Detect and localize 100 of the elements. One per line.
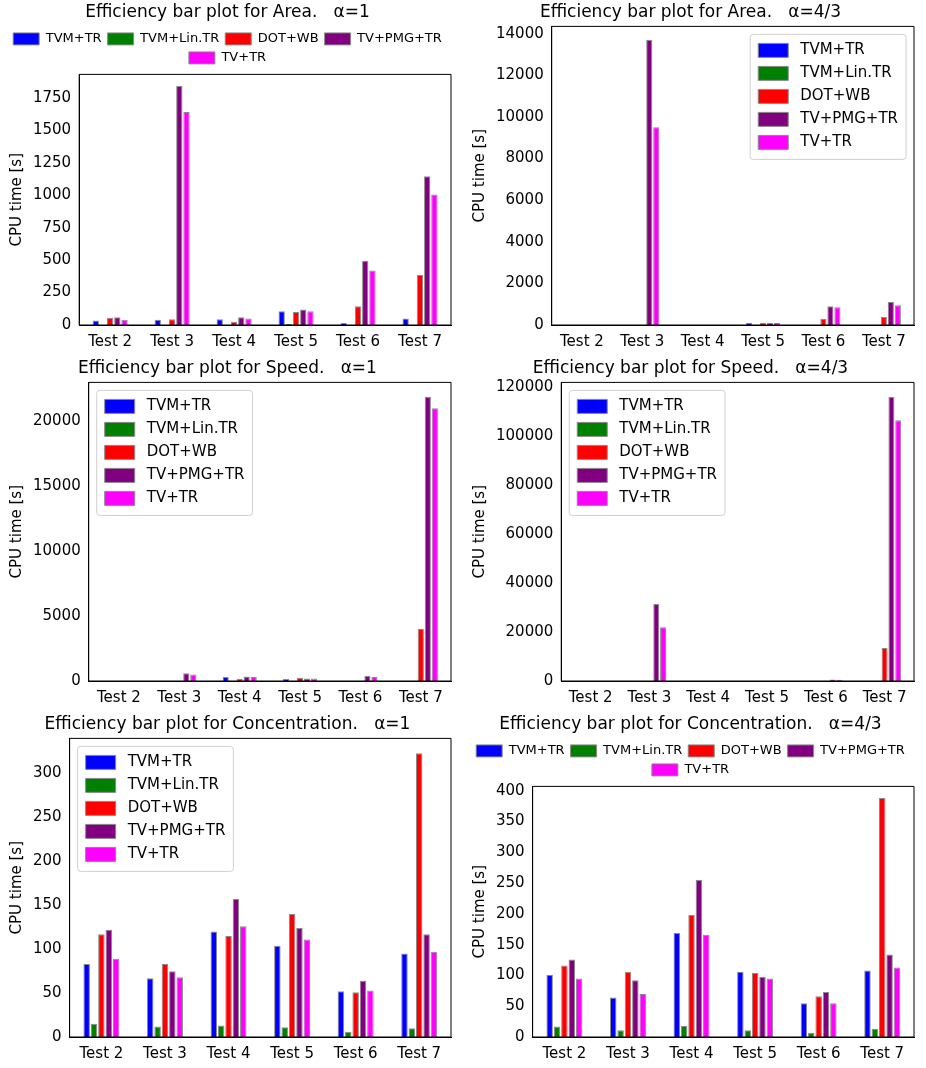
- x-tick-label: Test 5: [740, 331, 785, 350]
- x-tick-label: Test 6: [337, 687, 383, 706]
- legend-label: TVM+Lin.TR: [126, 775, 219, 794]
- legend-label: DOT+WB: [800, 86, 871, 105]
- y-tick-label: 0: [52, 1026, 62, 1045]
- y-axis-title: CPU time [s]: [6, 840, 25, 935]
- chart-title: Efficiency bar plot for Area. α=4/3: [539, 0, 842, 21]
- x-tick-label: Test 5: [732, 1043, 778, 1062]
- y-tick-label: 5000: [42, 605, 81, 624]
- x-tick-label: Test 2: [78, 1043, 124, 1062]
- x-tick-label: Test 4: [668, 1043, 714, 1062]
- x-tick-label: Test 7: [861, 687, 907, 706]
- x-tick-label: Test 5: [269, 1043, 315, 1062]
- chart-title: Efficiency bar plot for Concentration. α=1: [44, 712, 411, 733]
- y-tick-label: 350: [495, 811, 525, 830]
- x-tick-label: Test 3: [142, 1043, 187, 1062]
- legend-label: TVM+TR: [44, 30, 102, 46]
- y-axis-title: CPU time [s]: [469, 864, 488, 959]
- legend-label: DOT+WB: [720, 742, 782, 758]
- y-tick-label: 250: [32, 807, 62, 826]
- legend-label: TV+TR: [126, 844, 180, 863]
- y-tick-label: 15000: [33, 476, 81, 495]
- legend-label: TVM+TR: [145, 396, 212, 415]
- legend-label: TVM+Lin.TR: [618, 419, 711, 438]
- x-tick-label: Test 5: [273, 331, 318, 350]
- x-tick-label: Test 6: [800, 331, 846, 350]
- y-tick-label: 2000: [505, 273, 544, 292]
- x-tick-label: Test 2: [558, 331, 604, 350]
- y-tick-label: 10000: [33, 541, 81, 560]
- legend-label: TV+TR: [145, 488, 199, 507]
- y-axis-title: CPU time [s]: [6, 484, 25, 579]
- y-tick-label: 300: [32, 763, 62, 782]
- legend-label: TV+PMG+TR: [819, 742, 905, 758]
- y-tick-label: 14000: [496, 23, 544, 42]
- y-tick-label: 40000: [505, 572, 554, 591]
- y-tick-label: 400: [495, 780, 525, 799]
- chart-title: Efficiency bar plot for Area. α=1: [85, 0, 370, 21]
- y-tick-label: 1250: [32, 152, 72, 171]
- y-tick-label: 20000: [33, 411, 81, 430]
- y-tick-label: 250: [42, 282, 72, 301]
- y-tick-label: 4000: [505, 231, 544, 250]
- legend-label: DOT+WB: [127, 798, 198, 817]
- x-tick-label: Test 6: [332, 1043, 378, 1062]
- x-tick-label: Test 2: [95, 687, 141, 706]
- x-tick-label: Test 4: [679, 331, 725, 350]
- y-tick-label: 0: [71, 670, 81, 689]
- legend-label: TVM+Lin.TR: [139, 30, 220, 46]
- y-tick-label: 120000: [496, 377, 554, 396]
- x-tick-label: Test 6: [802, 687, 848, 706]
- x-tick-label: Test 4: [685, 687, 731, 706]
- y-axis-title: CPU time [s]: [469, 484, 488, 579]
- x-tick-label: Test 2: [567, 687, 613, 706]
- y-tick-label: 100000: [496, 426, 554, 445]
- y-tick-label: 200: [495, 903, 525, 922]
- y-axis-title: CPU time [s]: [6, 152, 25, 247]
- y-tick-label: 50: [42, 982, 62, 1001]
- x-tick-label: Test 6: [795, 1043, 841, 1062]
- chart-title: Efficiency bar plot for Concentration. α=4/3: [499, 712, 882, 733]
- x-tick-label: Test 2: [541, 1043, 587, 1062]
- legend-label: TV+PMG+TR: [126, 821, 226, 840]
- y-tick-label: 300: [495, 842, 525, 861]
- x-tick-label: Test 3: [149, 331, 195, 350]
- y-tick-label: 0: [61, 314, 72, 333]
- x-tick-label: Test 3: [156, 687, 202, 706]
- legend-label: TV+PMG+TR: [356, 30, 442, 46]
- legend-label: TV+PMG+TR: [618, 465, 718, 484]
- legend-label: DOT+WB: [146, 442, 217, 461]
- y-tick-label: 10000: [496, 106, 544, 125]
- legend-label: TV+TR: [618, 488, 671, 507]
- y-tick-label: 60000: [505, 524, 554, 543]
- y-tick-label: 0: [515, 1026, 525, 1045]
- legend-label: TV+TR: [220, 49, 267, 65]
- legend-label: TV+PMG+TR: [799, 109, 899, 128]
- x-tick-label: Test 4: [211, 331, 257, 350]
- legend-label: TV+TR: [683, 761, 730, 777]
- legend-label: TV+PMG+TR: [145, 465, 245, 484]
- y-tick-label: 6000: [505, 190, 544, 209]
- y-tick-label: 1500: [32, 120, 72, 139]
- y-axis-title: CPU time [s]: [469, 128, 488, 223]
- x-tick-label: Test 7: [397, 687, 443, 706]
- y-tick-label: 250: [495, 872, 525, 891]
- y-tick-label: 100: [495, 965, 525, 984]
- x-tick-label: Test 3: [619, 331, 665, 350]
- legend-label: TVM+Lin.TR: [799, 63, 892, 82]
- legend-label: TVM+TR: [507, 742, 565, 758]
- x-tick-label: Test 2: [87, 331, 133, 350]
- chart-title: Efficiency bar plot for Speed. α=1: [78, 356, 377, 377]
- y-tick-label: 8000: [505, 148, 544, 167]
- legend-label: TVM+Lin.TR: [145, 419, 239, 438]
- x-tick-label: Test 7: [860, 331, 906, 350]
- x-tick-label: Test 5: [277, 687, 322, 706]
- x-tick-label: Test 4: [205, 1043, 251, 1062]
- y-tick-label: 750: [42, 217, 72, 236]
- y-tick-label: 150: [495, 934, 525, 953]
- y-tick-label: 1000: [32, 185, 72, 204]
- x-tick-label: Test 4: [216, 687, 262, 706]
- y-tick-label: 0: [543, 670, 554, 689]
- x-tick-label: Test 3: [605, 1043, 650, 1062]
- legend-label: DOT+WB: [257, 30, 319, 46]
- chart-title: Efficiency bar plot for Speed. α=4/3: [532, 356, 849, 377]
